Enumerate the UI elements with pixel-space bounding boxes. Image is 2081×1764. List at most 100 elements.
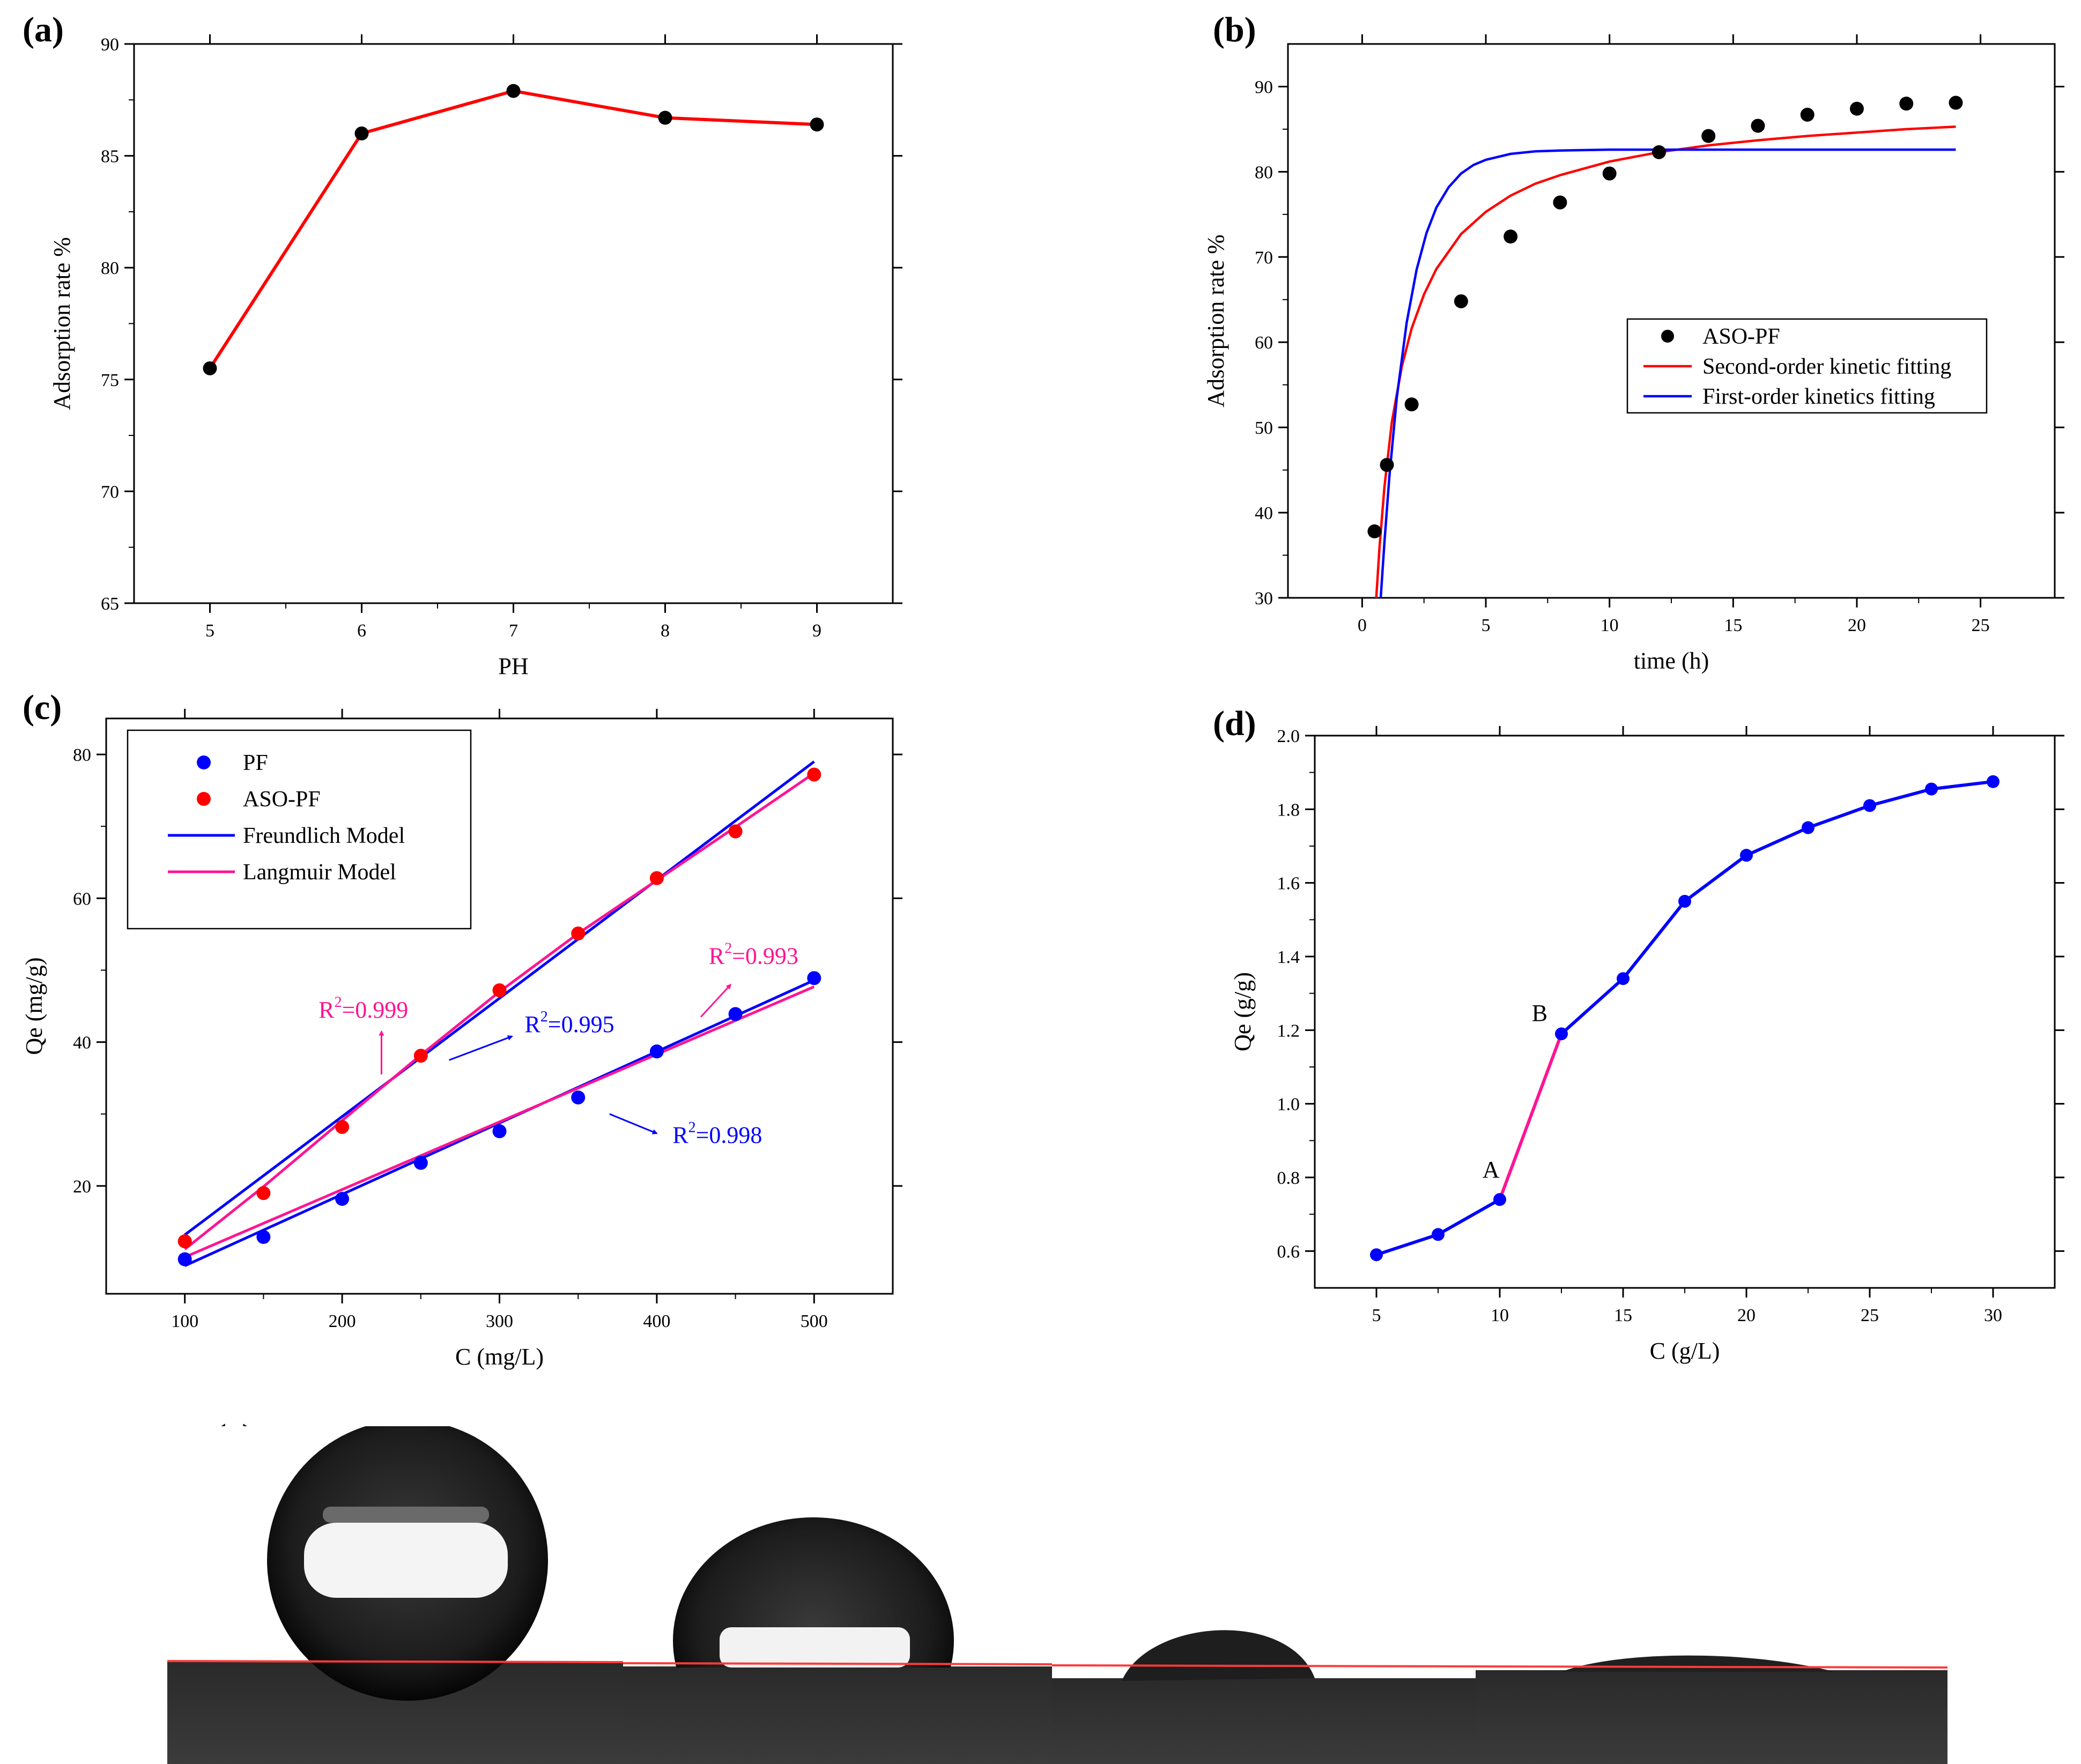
y-tick-label: 65 [101,594,119,614]
y-tick-label: 80 [73,745,91,765]
ph-data-point [810,117,824,132]
ph-data-point [203,361,217,375]
chart-panel-d: 5 10 15 20 25 30 0.6 0.8 1.0 1.2 1.4 1.6 1.8 2.0 C (g/… [1230,726,2064,1364]
qe-point-0 [177,1252,192,1266]
r-superscript: 2 [724,940,732,957]
x-tick-label: 25 [1861,1306,1879,1325]
y-tick-label: 40 [73,1033,91,1053]
y-tick-label: 70 [101,482,119,502]
qe-point-1 [649,871,664,885]
legend-label: ASO-PF [1702,324,1780,349]
r-value: =0.993 [732,943,798,969]
r-value: =0.998 [696,1122,762,1148]
y-tick-label: 80 [101,258,119,278]
qe-point [1678,895,1691,908]
panel-label-b: (b) [1213,10,1256,49]
y-axis-title: Qe (mg/g) [21,957,47,1055]
qe-point-1 [807,767,821,782]
aso-pf-point [1454,294,1468,308]
x-tick-label: 300 [486,1311,513,1331]
qe-point-0 [807,971,821,985]
annotation-arrow [609,1113,658,1135]
aso-pf-point [1380,458,1394,472]
qe-point [1987,775,1999,788]
chart-panel-b: 0 5 10 15 20 25 30 40 50 60 70 80 90 time (h) Adsorpti… [1203,34,2064,674]
aso-pf-point [1949,95,1963,110]
legend-label: ASO-PF [243,787,321,812]
qe-point-1 [492,983,507,997]
qe-point [1925,782,1938,796]
annotation-arrow [449,1035,513,1061]
aso-pf-point [1504,229,1518,244]
x-tick-label: 400 [643,1311,670,1331]
qe-point-1 [728,824,743,839]
y-tick-label: 80 [1255,162,1273,182]
r-squared-annotation: R2=0.995 [524,1009,614,1037]
y-axis-title: Qe (g/g) [1230,972,1256,1051]
droplet-photo-3 [1051,1426,1476,1764]
droplet-photo-4 [1475,1426,1947,1764]
y-tick-label: 1.4 [1277,947,1300,967]
qe-point [1493,1193,1506,1206]
r-squared-annotation: R2=0.998 [672,1119,762,1148]
r-symbol: R [524,1011,540,1037]
y-tick-label: 50 [1255,418,1273,438]
y-axis-title: Adsorption rate % [1203,234,1229,407]
qe-point [1617,972,1630,985]
contact-angle-photo-strip [167,1426,1947,1764]
legend-label: First-order kinetics fitting [1702,384,1935,409]
qe-point-1 [571,927,586,941]
y-tick-label: 2.0 [1277,727,1300,746]
legend-marker [197,792,211,806]
chart-panel-c: 100 200 300 400 500 20 40 60 80 C (mg/L) Qe (mg/g)… [21,709,902,1370]
legend-label: Freundlich Model [243,824,405,848]
legend-marker [1661,330,1674,343]
panel-label-d: (d) [1213,704,1256,743]
legend-label: Second-order kinetic fitting [1702,354,1951,379]
r-value: =0.995 [548,1011,614,1037]
x-axis-title: time (h) [1634,648,1709,674]
qe-point [1555,1027,1568,1041]
chart-panel-a: 5 6 7 8 9 65 70 75 80 85 90 PH Adsorption rate % [49,34,902,679]
y-tick-label: 20 [73,1177,91,1197]
x-tick-label: 10 [1601,616,1619,635]
qe-point [1863,799,1876,812]
y-tick-label: 1.2 [1277,1021,1300,1041]
y-tick-label: 60 [1255,333,1273,353]
qe-point-0 [728,1007,743,1021]
qe-point [1370,1248,1383,1262]
x-tick-label: 8 [661,621,670,641]
ph-data-point [354,126,369,140]
qe-point-1 [335,1120,350,1134]
qe-point [1802,821,1815,834]
y-tick-label: 0.6 [1277,1242,1300,1262]
y-tick-label: 90 [1255,77,1273,97]
aso-pf-point [1602,166,1617,181]
model-line-5 [184,985,815,1258]
qe-curve-highlight-ab [1498,1033,1563,1200]
x-tick-label: 25 [1972,616,1990,635]
y-tick-label: 1.6 [1277,874,1300,894]
r-squared-annotation: R2=0.993 [709,940,798,969]
qe-point-0 [649,1044,664,1058]
x-axis-title: C (g/L) [1650,1338,1720,1364]
qe-curve-right [1560,780,1994,1035]
x-tick-label: 9 [812,621,821,641]
x-tick-label: 0 [1358,616,1367,635]
x-tick-label: 10 [1491,1306,1509,1325]
panel-label-a: (a) [23,10,64,49]
legend-label: PF [243,751,268,775]
ph-data-point [658,110,672,125]
aso-pf-point [1751,118,1765,133]
legend-box [127,729,472,930]
point-label: B [1532,1000,1547,1026]
aso-pf-point [1701,129,1716,143]
x-tick-label: 200 [329,1311,356,1331]
y-tick-label: 85 [101,147,119,167]
qe-point-1 [256,1186,271,1200]
x-tick-label: 6 [357,621,366,641]
y-tick-label: 0.8 [1277,1168,1300,1188]
qe-curve-left [1376,1198,1501,1257]
x-tick-label: 5 [1482,616,1491,635]
